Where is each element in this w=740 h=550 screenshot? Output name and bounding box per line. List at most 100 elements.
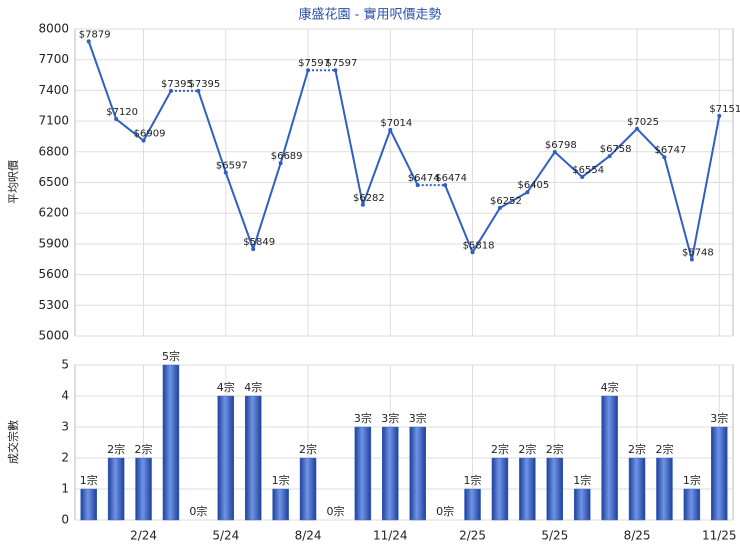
bar (656, 457, 673, 521)
point (278, 161, 283, 166)
bar (628, 457, 646, 521)
y-axis-label: 成交宗數 (6, 420, 20, 464)
y-tick-label: 5300 (38, 298, 69, 312)
data-label: 1宗 (272, 473, 290, 487)
data-label: $6798 (545, 140, 577, 151)
line-segment (115, 118, 145, 142)
data-label: 1宗 (573, 473, 591, 487)
point (717, 113, 722, 118)
bar (382, 426, 399, 521)
bar (409, 426, 426, 521)
bar (464, 488, 481, 521)
data-label: $7014 (380, 118, 412, 129)
data-label: $7597 (326, 58, 358, 69)
data-label: $5849 (243, 237, 275, 248)
data-label: $7395 (188, 79, 220, 90)
data-label: $6474 (408, 173, 440, 184)
x-tick-label: 8/25 (624, 529, 651, 543)
data-label: $6909 (134, 129, 166, 140)
y-tick-label: 5000 (38, 329, 69, 343)
point (580, 174, 585, 179)
bar (299, 457, 317, 521)
point (251, 247, 256, 252)
data-label: $6405 (517, 180, 549, 191)
data-label: $6474 (435, 173, 467, 184)
x-tick-label: 2/25 (459, 529, 486, 543)
x-tick-label: 11/25 (702, 529, 737, 543)
data-label: $7151 (709, 104, 740, 115)
y-tick-label: 6800 (38, 144, 69, 158)
data-label: 2宗 (299, 442, 317, 456)
line-segment (471, 207, 501, 253)
point (525, 190, 530, 195)
y-axis-label: 平均呎價 (6, 160, 20, 204)
data-label: 0宗 (326, 504, 344, 518)
line-segment (608, 128, 638, 157)
bar (135, 457, 152, 521)
line-segment (554, 151, 583, 178)
data-label: $6747 (655, 145, 687, 156)
bar (519, 457, 536, 521)
point (443, 183, 448, 188)
bar (272, 488, 289, 521)
line-segment (334, 70, 364, 206)
y-tick-label: 5600 (38, 267, 69, 281)
y-tick-label: 6200 (38, 206, 69, 220)
line-segment (279, 69, 310, 164)
y-tick-label: 7100 (38, 114, 69, 128)
line-segment (87, 41, 118, 120)
line-segment (197, 90, 227, 173)
data-label: 3宗 (354, 411, 372, 425)
y-tick-label: 8000 (38, 22, 69, 36)
y-tick-label: 6500 (38, 175, 69, 189)
data-label: $7025 (627, 117, 659, 128)
point (689, 257, 694, 262)
data-label: 2宗 (628, 442, 646, 456)
point (607, 154, 612, 159)
x-tick-label: 5/24 (212, 529, 239, 543)
x-tick-label: 11/24 (373, 529, 408, 543)
point (662, 155, 667, 160)
data-label: 1宗 (683, 473, 701, 487)
bar (107, 457, 125, 521)
data-label: 1宗 (80, 473, 98, 487)
line-segment (499, 191, 528, 209)
data-label: $7879 (79, 29, 111, 40)
data-label: $6282 (353, 193, 385, 204)
y-tick-label: 3 (61, 420, 69, 434)
data-label: 2宗 (546, 442, 564, 456)
point (223, 170, 228, 175)
bar (711, 426, 728, 521)
data-label: 2宗 (518, 442, 536, 456)
bar (573, 488, 591, 521)
data-label: $6554 (572, 165, 604, 176)
point (114, 117, 119, 122)
line-segment (690, 115, 721, 260)
bar (244, 395, 262, 521)
y-tick-label: 7400 (38, 83, 69, 97)
point (552, 150, 557, 155)
data-label: 0宗 (189, 504, 207, 518)
data-label: 3宗 (381, 411, 399, 425)
bar (217, 395, 235, 521)
data-label: 2宗 (135, 442, 153, 456)
line-segment (526, 151, 556, 193)
data-label: $5818 (463, 240, 495, 251)
data-label: 2宗 (107, 442, 125, 456)
line-segment (224, 172, 255, 250)
data-label: 3宗 (409, 411, 427, 425)
data-label: 5宗 (162, 349, 180, 363)
x-tick-label: 8/24 (295, 529, 322, 543)
point (470, 250, 475, 255)
x-tick-label: 5/25 (541, 529, 568, 543)
line-segment (636, 128, 666, 158)
line-segment (389, 129, 419, 186)
data-label: $6758 (600, 144, 632, 155)
point (168, 88, 173, 93)
data-label: $7120 (106, 107, 138, 118)
line-segment (444, 184, 474, 253)
data-label: $6689 (271, 151, 303, 162)
point (196, 88, 201, 93)
data-label: 2宗 (655, 442, 673, 456)
